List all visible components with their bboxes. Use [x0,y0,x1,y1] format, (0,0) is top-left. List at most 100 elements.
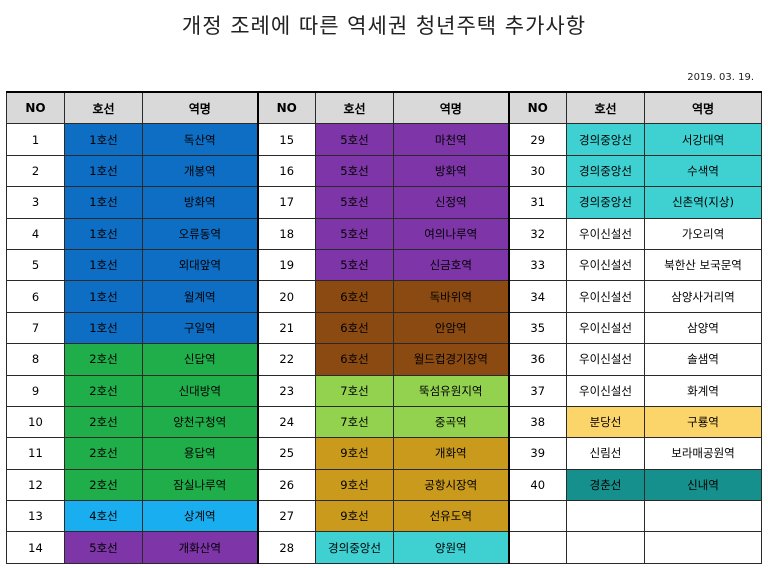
row-number-cell: 25 [256,437,316,470]
row-number-cell: 7 [6,311,65,345]
row-number-cell: 23 [256,374,316,407]
station-name-cell [644,500,762,533]
header-station: 역명 [142,91,258,125]
line-name-cell: 4호선 [64,500,143,533]
row-number-cell: 15 [256,123,316,156]
station-name-cell: 보라매공원역 [644,437,762,470]
station-name-cell: 신금호역 [393,248,509,282]
line-name-cell: 1호선 [64,217,143,250]
station-name-cell: 서강대역 [644,123,762,156]
line-name-cell: 우이신설선 [566,343,645,376]
station-name-cell: 오류동역 [142,217,258,250]
station-name-cell: 안암역 [393,311,509,345]
row-number-cell: 18 [256,217,316,250]
row-number-cell: 17 [256,186,316,219]
station-name-cell: 북한산 보국문역 [644,248,762,282]
header-no: NO [507,91,567,125]
station-name-cell: 선유도역 [393,500,509,533]
row-number-cell: 36 [507,343,567,376]
header-station: 역명 [644,91,762,125]
station-name-cell: 양천구청역 [142,405,258,439]
header-row: NO 호선 역명 NO 호선 역명 NO 호선 역명 [6,91,762,125]
row-number-cell: 10 [6,405,65,439]
line-name-cell: 1호선 [64,280,143,313]
line-name-cell: 우이신설선 [566,374,645,407]
row-number-cell: 31 [507,186,567,219]
row-number-cell: 13 [6,500,65,533]
line-name-cell: 7호선 [315,405,394,439]
line-name-cell: 우이신설선 [566,217,645,250]
table-row: 4 1호선 오류동역 18 5호선 여의나루역 32 우이신설선 가오리역 [6,217,762,250]
line-name-cell: 5호선 [315,186,394,219]
line-name-cell [566,531,645,564]
line-name-cell: 2호선 [64,374,143,407]
station-name-cell: 상계역 [142,500,258,533]
station-name-cell: 뚝섬유원지역 [393,374,509,407]
row-number-cell [507,531,567,564]
row-number-cell: 4 [6,217,65,250]
line-name-cell: 우이신설선 [566,280,645,313]
station-name-cell: 개화역 [393,437,509,470]
row-number-cell: 1 [6,123,65,156]
header-line: 호선 [566,91,645,125]
table-row: 3 1호선 방화역 17 5호선 신정역 31 경의중앙선 신촌역(지상) [6,186,762,219]
line-name-cell: 5호선 [315,123,394,156]
line-name-cell: 우이신설선 [566,311,645,345]
row-number-cell: 30 [507,154,567,188]
station-name-cell: 월계역 [142,280,258,313]
line-name-cell: 1호선 [64,248,143,282]
row-number-cell: 11 [6,437,65,470]
row-number-cell: 38 [507,405,567,439]
page-title: 개정 조례에 따른 역세권 청년주택 추가사항 [181,14,587,38]
row-number-cell: 2 [6,154,65,188]
line-name-cell: 경의중앙선 [566,186,645,219]
line-name-cell: 2호선 [64,343,143,376]
line-name-cell: 2호선 [64,468,143,502]
header-line: 호선 [64,91,143,125]
line-name-cell: 1호선 [64,186,143,219]
row-number-cell: 3 [6,186,65,219]
station-name-cell: 개화산역 [142,531,258,564]
header-line: 호선 [315,91,394,125]
table-row: 8 2호선 신답역 22 6호선 월드컵경기장역 36 우이신설선 솔샘역 [6,343,762,376]
row-number-cell: 9 [6,374,65,407]
station-name-cell [644,531,762,564]
line-name-cell: 5호선 [315,248,394,282]
station-name-cell: 공항시장역 [393,468,509,502]
row-number-cell: 14 [6,531,65,564]
line-name-cell: 5호선 [64,531,143,564]
table-row: 12 2호선 잠실나루역 26 9호선 공항시장역 40 경춘선 신내역 [6,468,762,502]
line-name-cell: 9호선 [315,500,394,533]
table-row: 7 1호선 구일역 21 6호선 안암역 35 우이신설선 삼양역 [6,311,762,345]
station-name-cell: 양원역 [393,531,509,564]
row-number-cell: 32 [507,217,567,250]
row-number-cell [507,500,567,533]
header-no: NO [6,91,65,125]
line-name-cell: 2호선 [64,405,143,439]
station-name-cell: 월드컵경기장역 [393,343,509,376]
line-name-cell: 6호선 [315,343,394,376]
station-name-cell: 신대방역 [142,374,258,407]
station-name-cell: 용답역 [142,437,258,470]
station-name-cell: 여의나루역 [393,217,509,250]
station-name-cell: 구룡역 [644,405,762,439]
row-number-cell: 22 [256,343,316,376]
station-name-cell: 신내역 [644,468,762,502]
row-number-cell: 12 [6,468,65,502]
row-number-cell: 19 [256,248,316,282]
station-name-cell: 삼양역 [644,311,762,345]
line-name-cell: 9호선 [315,437,394,470]
station-name-cell: 외대앞역 [142,248,258,282]
row-number-cell: 21 [256,311,316,345]
station-name-cell: 독산역 [142,123,258,156]
table-row: 10 2호선 양천구청역 24 7호선 중곡역 38 분당선 구룡역 [6,405,762,439]
row-number-cell: 24 [256,405,316,439]
line-name-cell: 6호선 [315,311,394,345]
table-row: 2 1호선 개봉역 16 5호선 방화역 30 경의중앙선 수색역 [6,154,762,188]
table-row: 1 1호선 독산역 15 5호선 마천역 29 경의중앙선 서강대역 [6,123,762,156]
row-number-cell: 6 [6,280,65,313]
station-name-cell: 솔샘역 [644,343,762,376]
row-number-cell: 33 [507,248,567,282]
station-name-cell: 신답역 [142,343,258,376]
line-name-cell: 1호선 [64,123,143,156]
